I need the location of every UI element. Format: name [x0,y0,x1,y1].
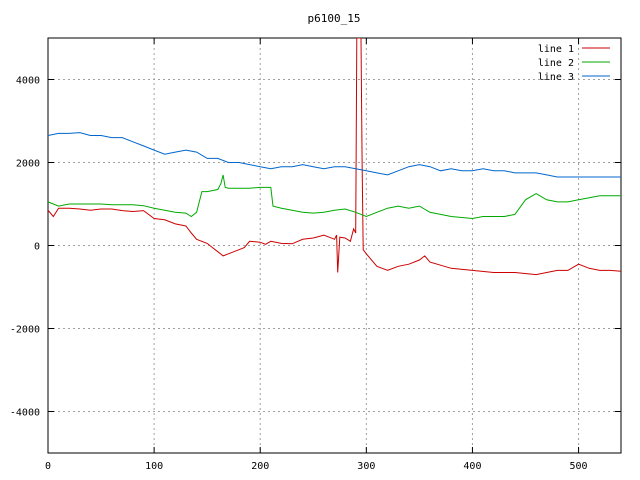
x-tick-label: 200 [251,461,269,472]
legend-label: line 3 [538,72,574,83]
y-tick-label: -2000 [10,325,40,336]
y-tick-label: -4000 [10,408,40,419]
series-lines [48,38,621,276]
x-axis: 0 100 200 300 400 500 [45,38,588,472]
x-tick-label: 300 [357,461,375,472]
x-tick-label: 400 [463,461,481,472]
legend-label: line 2 [538,58,574,69]
y-tick-label: 0 [34,242,40,253]
series-line-1 [48,38,621,276]
y-axis: -4000 -2000 0 2000 4000 [10,76,621,419]
x-tick-label: 100 [145,461,163,472]
y-tick-label: 4000 [16,76,40,87]
x-tick-label: 0 [45,461,51,472]
legend-label: line 1 [538,44,574,55]
legend: line 1 line 2 line 3 [538,44,610,83]
y-tick-label: 2000 [16,159,40,170]
series-line-3 [48,132,621,178]
x-tick-label: 500 [570,461,588,472]
series-line-2 [48,174,621,220]
grid [48,38,621,453]
chart-title: p6100_15 [308,12,361,25]
